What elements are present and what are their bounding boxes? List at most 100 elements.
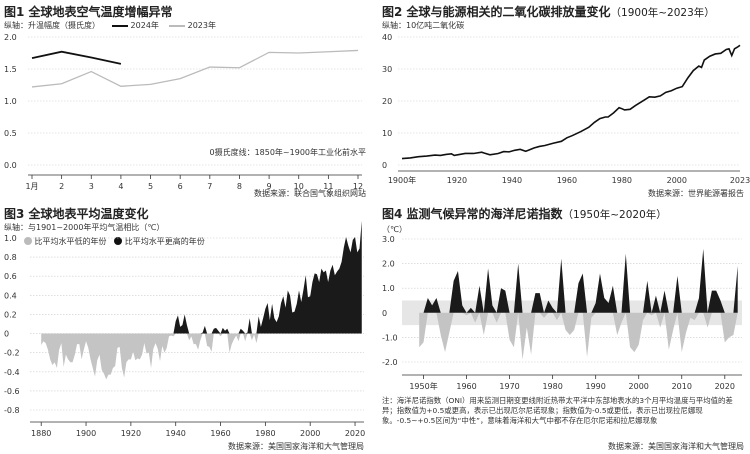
fig1-xtick-label: 1月 — [25, 182, 38, 191]
fig4-chart: 3.0 2.0 1.0 0 -1.0 -2.0 1950年 1960 1970 1980 1990 2… — [382, 235, 742, 391]
fig4-xtick-label: 1990 — [585, 382, 605, 391]
fig1-xtick-label: 9 — [267, 182, 272, 191]
fig2-xtick-label: 2000 — [667, 176, 687, 185]
fig3-xtick-label: 1920 — [121, 429, 141, 438]
fig1-title: 图1 全球地表空气温度增幅异常 — [4, 5, 173, 19]
fig4-xtick-label: 2010 — [672, 382, 692, 391]
fig2-ytick-label: 30 — [382, 65, 392, 74]
fig4-xtick-label: 1960 — [456, 382, 476, 391]
fig3-xtick-label: 1900 — [76, 429, 96, 438]
fig4-xtick-label: 1950年 — [409, 381, 437, 391]
fig1-xtick-label: 12 — [353, 182, 363, 191]
fig3-xtick-label: 1940 — [166, 429, 186, 438]
fig4-title: 图4 监测气候异常的海洋尼诺指数（1950年~2020年） — [382, 205, 667, 222]
fig2-xtick-label: 1940 — [502, 176, 522, 185]
fig3-xtick-label: 1880 — [31, 429, 51, 438]
fig4-ytick-label: 1.0 — [382, 284, 395, 293]
fig3-ytick-label: 0.2 — [4, 310, 17, 319]
fig3-ylabel: 纵轴：与1901~2000年平均气温相比（℃） — [4, 223, 165, 232]
fig2-ytick-label: 10 — [382, 129, 392, 138]
fig1-xtick-label: 8 — [237, 182, 242, 191]
fig1-xtick-label: 2 — [59, 182, 64, 191]
fig3-legend: 比平均水平低的年份 比平均水平更高的年份 — [24, 236, 205, 247]
fig2-ytick-label: 0 — [382, 161, 387, 170]
fig3-source: 数据来源：美国国家海洋和大气管理局 — [228, 442, 364, 451]
fig2-ylabel: 纵轴：10亿吨二氧化碳 — [382, 21, 465, 30]
fig3-ytick-label: 0 — [4, 330, 9, 339]
legend-2023-label: 2023年 — [187, 21, 216, 30]
fig1-annotation: 0摄氏度线：1850年~1900年工业化前水平 — [209, 148, 366, 157]
legend-above-label: 比平均水平更高的年份 — [124, 237, 205, 246]
fig4-ytick-label: 3.0 — [382, 235, 395, 244]
fig2-xtick-label: 2023 — [730, 176, 750, 185]
fig3-ytick-label: 0.6 — [4, 272, 17, 281]
fig1-ytick-label: 1.5 — [4, 65, 17, 74]
fig3-xtick-label: 2020 — [345, 429, 365, 438]
fig1-ytick-label: 0.5 — [4, 129, 17, 138]
legend-above-dot — [114, 237, 123, 245]
fig2-xtick-label: 1980 — [612, 176, 632, 185]
fig1-series-line-2024年 — [31, 50, 122, 65]
fig4-xtick-label: 1980 — [542, 382, 562, 391]
fig2-xtick-label: 1920 — [447, 176, 467, 185]
fig3-xtick-label: 1960 — [210, 429, 230, 438]
panel-fig2: 图2 全球与能源相关的二氧化碳排放量变化（1900年~2023年） 纵轴：10亿… — [382, 3, 750, 199]
fig4-xtick-label: 1970 — [499, 382, 519, 391]
fig1-xtick-label: 10 — [294, 182, 304, 191]
fig2-xtick-label: 1960 — [557, 176, 577, 185]
fig1-xtick-label: 11 — [323, 182, 333, 191]
fig3-ytick-label: 0.8 — [4, 253, 17, 262]
fig3-title: 图3 全球地表平均温度变化 — [4, 207, 149, 221]
fig4-la-nina-area — [419, 312, 738, 360]
fig4-title-text: 图4 监测气候异常的海洋尼诺指数 — [382, 207, 563, 221]
fig1-chart: 2.0 1.5 1.0 0.5 0.0 1月 2 3 4 5 6 7 8 9 10 11 12 — [4, 33, 363, 191]
fig1-ylabel: 纵轴：升温幅度（摄氏度） — [4, 21, 100, 30]
fig3-ytick-label: -0.8 — [4, 406, 20, 415]
fig4-ylabel: （℃） — [382, 225, 407, 234]
fig1-legend: 2024年 2023年 — [112, 20, 216, 31]
fig3-ytick-label: 0.4 — [4, 291, 17, 300]
legend-below-label: 比平均水平低的年份 — [34, 237, 107, 246]
fig1-series-line-2023年 — [31, 49, 359, 88]
fig1-ytick-label: 0.0 — [4, 161, 17, 170]
legend-2024-label: 2024年 — [130, 21, 159, 30]
fig1-xtick-label: 3 — [89, 182, 94, 191]
fig2-ytick-label: 20 — [382, 97, 392, 106]
fig3-below-average-area — [41, 333, 362, 380]
fig4-ytick-label: -2.0 — [382, 358, 398, 367]
fig3-ytick-label: -0.4 — [4, 368, 20, 377]
fig4-xtick-label: 2000 — [629, 382, 649, 391]
panel-fig3: 图3 全球地表平均温度变化 纵轴：与1901~2000年平均气温相比（℃） 比平… — [4, 205, 372, 453]
fig3-above-average-area — [41, 220, 362, 334]
legend-2023-swatch — [169, 24, 186, 27]
fig4-ytick-label: 2.0 — [382, 260, 395, 269]
fig4-source: 数据来源：美国国家海洋和大气管理局 — [608, 442, 744, 451]
fig4-subtitle: （1950年~2020年） — [562, 209, 667, 221]
fig2-series-line — [401, 44, 741, 160]
fig2-subtitle: （1900年~2023年） — [610, 7, 715, 19]
fig3-xtick-label: 1980 — [255, 429, 275, 438]
fig2-title: 图2 全球与能源相关的二氧化碳排放量变化（1900年~2023年） — [382, 3, 715, 20]
fig3-xtick-label: 2000 — [300, 429, 320, 438]
legend-below-dot — [24, 237, 32, 245]
fig4-note: 注：海洋尼诺指数（ONI）用来监测日期变更线附近热带太平洋中东部地表水的3个月平… — [382, 396, 733, 425]
fig2-title-text: 图2 全球与能源相关的二氧化碳排放量变化 — [382, 5, 611, 19]
fig1-ytick-label: 1.0 — [4, 97, 17, 106]
fig2-xtick-label: 1900年 — [388, 175, 416, 185]
fig4-ytick-label: 0 — [382, 309, 387, 318]
fig1-xtick-label: 6 — [178, 182, 183, 191]
legend-2024-swatch — [112, 24, 128, 27]
panel-fig1: 图1 全球地表空气温度增幅异常 纵轴：升温幅度（摄氏度） 2024年 2023年… — [4, 3, 372, 199]
fig4-xtick-label: 2020 — [715, 382, 735, 391]
fig3-ytick-label: -0.6 — [4, 387, 20, 396]
fig2-source: 数据来源：世界能源署报告 — [648, 189, 744, 198]
panel-fig4: 图4 监测气候异常的海洋尼诺指数（1950年~2020年） （℃） 3.0 2.0… — [382, 205, 748, 453]
fig4-ytick-label: -1.0 — [382, 333, 398, 342]
fig3-ytick-label: -0.2 — [4, 349, 20, 358]
fig1-xtick-label: 5 — [148, 182, 153, 191]
fig1-source: 数据来源：联合国气象组织网站 — [254, 189, 366, 198]
fig4-el-nino-area — [419, 248, 738, 313]
fig1-xtick-label: 4 — [118, 182, 123, 191]
fig3-chart: 1.0 0.8 0.6 0.4 0.2 0 -0.2 -0.4 -0.6 -0.8 1880 1900… — [4, 220, 365, 438]
